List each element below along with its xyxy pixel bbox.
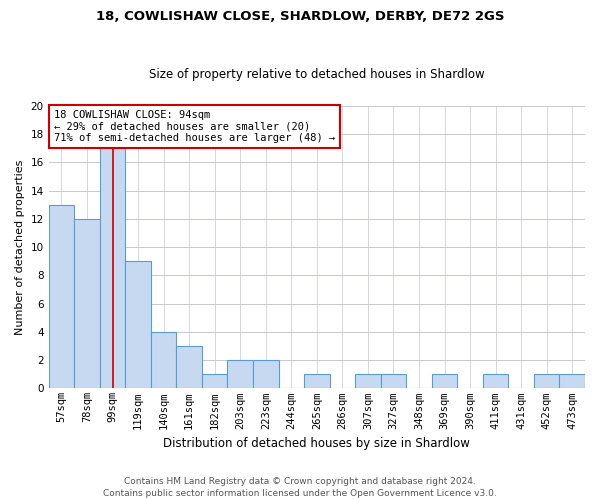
Bar [125,261,151,388]
Bar [483,374,508,388]
Bar [534,374,559,388]
X-axis label: Distribution of detached houses by size in Shardlow: Distribution of detached houses by size … [163,437,470,450]
Y-axis label: Number of detached properties: Number of detached properties [15,160,25,335]
Bar [202,374,227,388]
Bar [559,374,585,388]
Bar [304,374,329,388]
Bar [151,332,176,388]
Bar [355,374,380,388]
Bar [49,204,74,388]
Bar [74,219,100,388]
Text: 18 COWLISHAW CLOSE: 94sqm
← 29% of detached houses are smaller (20)
71% of semi-: 18 COWLISHAW CLOSE: 94sqm ← 29% of detac… [54,110,335,143]
Text: 18, COWLISHAW CLOSE, SHARDLOW, DERBY, DE72 2GS: 18, COWLISHAW CLOSE, SHARDLOW, DERBY, DE… [96,10,504,23]
Bar [227,360,253,388]
Bar [100,148,125,388]
Bar [432,374,457,388]
Title: Size of property relative to detached houses in Shardlow: Size of property relative to detached ho… [149,68,485,81]
Bar [253,360,278,388]
Text: Contains HM Land Registry data © Crown copyright and database right 2024.
Contai: Contains HM Land Registry data © Crown c… [103,476,497,498]
Bar [380,374,406,388]
Bar [176,346,202,389]
